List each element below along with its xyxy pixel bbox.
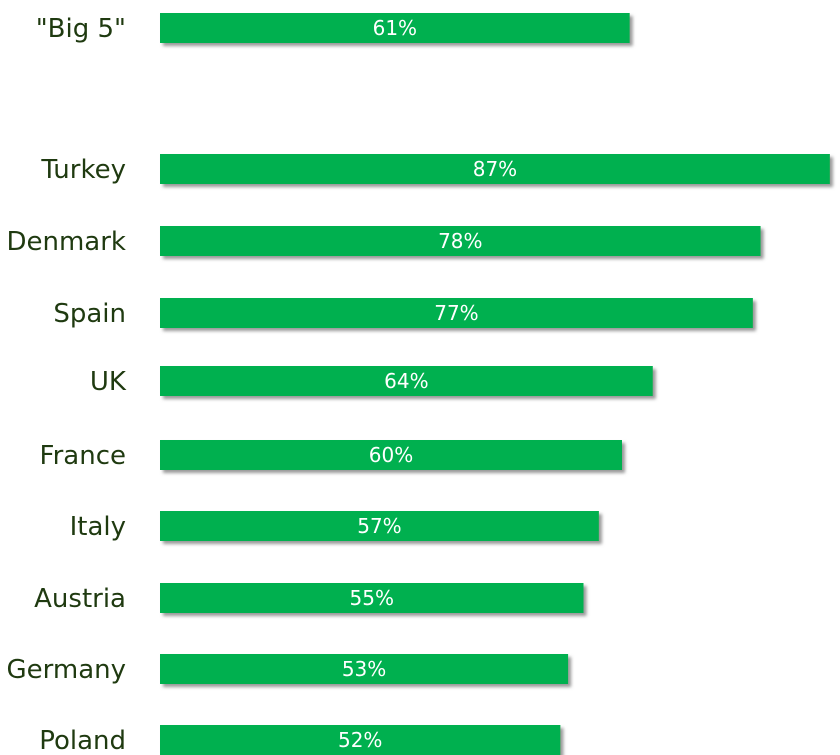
data-label-poland: 52% — [338, 728, 382, 752]
data-label-austria: 55% — [350, 586, 394, 610]
data-label-uk: 64% — [384, 369, 428, 393]
bar-turkey — [160, 154, 830, 184]
bar-austria — [160, 583, 584, 613]
bar-big-5 — [160, 13, 630, 43]
bar-denmark — [160, 226, 761, 256]
data-label-big-5: 61% — [373, 16, 417, 40]
category-label-austria: Austria — [34, 584, 126, 614]
bar-spain — [160, 298, 753, 328]
bar-italy — [160, 511, 599, 541]
bars-layer — [160, 13, 830, 755]
category-label-germany: Germany — [6, 655, 126, 685]
category-label-denmark: Denmark — [6, 227, 126, 257]
category-label-uk: UK — [90, 367, 127, 397]
category-label-poland: Poland — [39, 726, 126, 755]
bar-uk — [160, 366, 653, 396]
labels-layer: 61% "Big 5" 87% Turkey 78% Denmark 77% Spain 64%… — [6, 14, 517, 755]
category-label-spain: Spain — [53, 299, 126, 329]
bar-france — [160, 440, 622, 470]
category-label-turkey: Turkey — [40, 155, 126, 185]
category-label-italy: Italy — [70, 512, 126, 542]
data-label-spain: 77% — [434, 301, 478, 325]
data-label-denmark: 78% — [438, 229, 482, 253]
data-label-germany: 53% — [342, 657, 386, 681]
bar-germany — [160, 654, 569, 684]
data-label-italy: 57% — [357, 514, 401, 538]
bar-poland — [160, 725, 561, 755]
category-label-big-5: "Big 5" — [36, 14, 126, 44]
data-label-france: 60% — [369, 443, 413, 467]
category-label-france: France — [40, 441, 126, 471]
data-label-turkey: 87% — [473, 157, 517, 181]
